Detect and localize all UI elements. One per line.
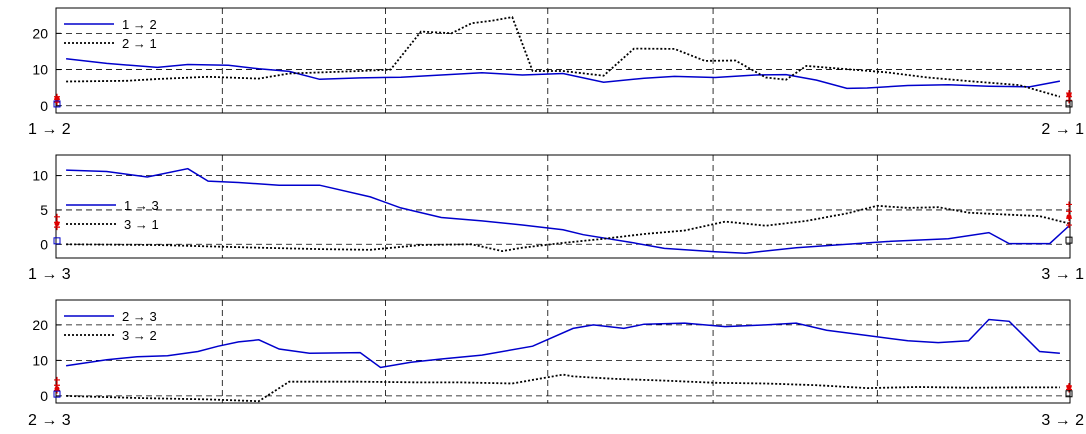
endpoint-plus-marker	[54, 376, 60, 383]
y-tick-label: 20	[32, 25, 48, 41]
endpoint-square-marker	[1065, 390, 1073, 398]
series-line-1	[65, 318, 1060, 369]
left-endpoint-label: 2 → 3	[28, 412, 71, 429]
endpoint-asterisk-marker	[54, 221, 60, 227]
y-tick-label: 0	[40, 388, 48, 404]
y-tick-label: 20	[32, 317, 48, 333]
series-line-2	[66, 204, 1071, 253]
series-line-1	[66, 167, 1071, 254]
endpoint-asterisk-marker	[1066, 214, 1072, 220]
right-endpoint-label: 3 → 1	[1041, 266, 1084, 283]
y-tick-label: 10	[32, 168, 48, 184]
endpoint-square-marker	[53, 100, 61, 108]
endpoint-plus-marker	[1066, 222, 1072, 229]
subplot-2-to-3: 0 10 20 2 → 3 3 → 2 2 → 3 3 → 2	[28, 299, 1084, 429]
endpoint-plus-marker	[1066, 201, 1072, 208]
legend-label: 2 → 1	[122, 36, 157, 51]
plot-frame	[55, 299, 1071, 404]
legend-label: 1 → 3	[124, 198, 159, 213]
subplot-1-to-3: 0 5 10 1 → 3 3 → 1 1 → 3 3 → 1	[28, 154, 1084, 283]
legend-label: 3 → 1	[124, 217, 159, 232]
plot-frame	[55, 7, 1071, 114]
endpoint-square-marker	[53, 237, 61, 245]
y-tick-label: 10	[32, 352, 48, 368]
series-line-2	[66, 16, 1061, 98]
legend-label: 2 → 3	[122, 309, 157, 324]
endpoint-asterisk-marker	[54, 386, 60, 392]
right-endpoint-label: 3 → 2	[1041, 412, 1084, 429]
y-tick-label: 10	[32, 62, 48, 78]
series-line-1	[66, 57, 1061, 90]
endpoint-plus-marker	[1066, 208, 1072, 215]
series-line-2	[66, 373, 1060, 403]
plot-frame	[55, 154, 1071, 259]
left-endpoint-label: 1 → 3	[28, 266, 71, 283]
endpoint-square-marker	[1065, 236, 1073, 244]
legend-label: 3 → 2	[122, 328, 157, 343]
y-tick-label: 0	[40, 98, 48, 114]
y-tick-label: 0	[40, 236, 48, 252]
endpoint-asterisk-marker	[1066, 384, 1072, 390]
endpoint-square-marker	[53, 390, 61, 398]
y-tick-label: 5	[40, 202, 48, 218]
right-endpoint-label: 2 → 1	[1041, 121, 1084, 138]
legend-label: 1 → 2	[122, 17, 157, 32]
endpoint-asterisk-marker	[54, 96, 60, 102]
subplot-1-to-2: 0 10 20 1 → 2 2 → 1 1 → 2 2 → 1	[28, 7, 1084, 138]
endpoint-plus-marker	[54, 213, 60, 220]
endpoint-asterisk-marker	[1066, 92, 1072, 98]
left-endpoint-label: 1 → 2	[28, 121, 71, 138]
endpoint-square-marker	[1065, 100, 1073, 108]
